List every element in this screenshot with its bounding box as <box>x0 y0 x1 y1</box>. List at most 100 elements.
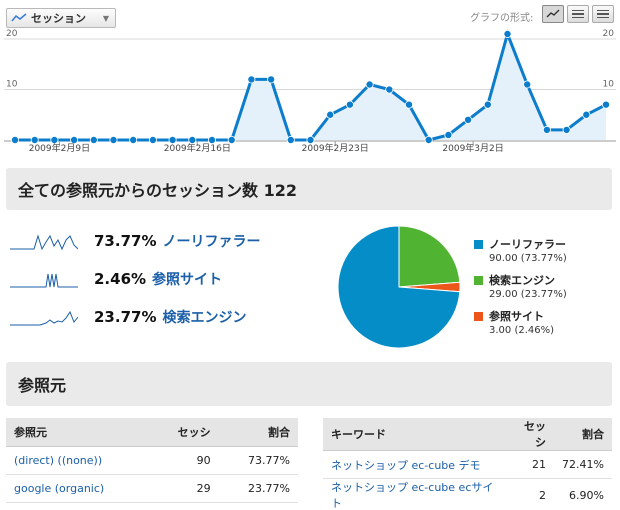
source-link-direct[interactable]: ノーリファラー <box>162 234 261 250</box>
data-point[interactable] <box>424 136 433 145</box>
data-point[interactable] <box>109 136 118 145</box>
y-tick-label: 10 <box>603 80 615 90</box>
line-graph-format-button[interactable] <box>542 5 564 23</box>
legend-label: 検索エンジン <box>489 274 555 287</box>
data-point[interactable] <box>286 136 295 145</box>
graph-format-label: グラフの形式: <box>470 13 534 24</box>
share-cell: 73.77% <box>218 446 298 475</box>
source-link-search[interactable]: 検索エンジン <box>162 310 247 326</box>
legend-label: ノーリファラー <box>489 238 566 251</box>
column-header[interactable]: キーワード <box>323 418 506 451</box>
data-point[interactable] <box>188 136 197 145</box>
data-point[interactable] <box>503 30 512 38</box>
x-tick-label: 2009年3月2日 <box>442 142 503 154</box>
sparkline-search <box>10 310 78 326</box>
sparkline-referral <box>10 273 78 288</box>
legend-swatch <box>474 311 483 321</box>
data-point[interactable] <box>10 136 19 145</box>
column-header[interactable]: 割合 <box>218 418 298 447</box>
source-link-referral[interactable]: 参照サイト <box>152 272 223 288</box>
data-point[interactable] <box>129 136 138 145</box>
column-header[interactable]: セッシ <box>151 418 219 447</box>
table-row: google (organic) 29 23.77% <box>6 474 298 503</box>
referrer-link[interactable]: google (organic) <box>14 481 105 495</box>
referrer-link[interactable]: (direct) ((none)) <box>14 453 103 467</box>
data-point[interactable] <box>582 110 591 119</box>
keyword-link[interactable]: ネットショップ ec-cube ecサイト <box>331 481 494 510</box>
source-pct: 73.77% <box>94 232 157 250</box>
legend-swatch <box>474 275 483 285</box>
column-header[interactable]: 参照元 <box>6 418 152 447</box>
data-point[interactable] <box>30 136 39 145</box>
column-header[interactable]: セッシ <box>505 418 555 451</box>
table-format-button[interactable] <box>567 5 589 23</box>
table-row: ネットショップ ec-cube デモ 21 72.41% <box>323 450 612 479</box>
data-point[interactable] <box>602 100 611 109</box>
data-point[interactable] <box>464 115 473 124</box>
legend-item: 参照サイト 3.00 (2.46%) <box>474 308 567 336</box>
sessions-cell: 2 <box>505 478 555 510</box>
data-point[interactable] <box>365 80 374 89</box>
y-tick-label: 20 <box>603 29 615 39</box>
series-area <box>15 34 606 140</box>
sources-section-title: 参照元 <box>6 362 612 406</box>
share-cell: 6.90% <box>554 478 612 510</box>
x-tick-label: 2009年2月9日 <box>29 142 90 154</box>
x-tick-label: 2009年2月23日 <box>302 142 369 154</box>
data-point[interactable] <box>207 136 216 145</box>
sessions-cell: 21 <box>505 450 555 479</box>
table-icon-line <box>572 9 584 12</box>
data-point[interactable] <box>247 75 256 84</box>
table-header-row: キーワード セッシ 割合 <box>323 418 612 451</box>
data-point[interactable] <box>523 80 532 89</box>
table-row: ネットショップ ec-cube ecサイト 2 6.90% <box>323 478 612 510</box>
data-point[interactable] <box>168 136 177 145</box>
data-point[interactable] <box>148 136 157 145</box>
metric-selector[interactable]: セッション ▼ <box>6 8 116 28</box>
table-header-row: 参照元 セッシ 割合 <box>6 418 298 447</box>
legend-value: 29.00 (23.77%) <box>489 289 567 300</box>
data-point[interactable] <box>483 100 492 109</box>
metric-label: セッション <box>31 12 86 25</box>
list-format-button[interactable] <box>592 5 614 23</box>
data-point[interactable] <box>227 136 236 145</box>
data-point[interactable] <box>404 100 413 109</box>
table-row: (direct) ((none)) 90 73.77% <box>6 446 298 475</box>
data-point[interactable] <box>70 136 79 145</box>
sessions-summary-title: 全ての参照元からのセッション数 122 <box>6 168 612 210</box>
data-point[interactable] <box>50 136 59 145</box>
column-header[interactable]: 割合 <box>554 418 612 451</box>
data-point[interactable] <box>89 136 98 145</box>
keyword-link[interactable]: ネットショップ ec-cube デモ <box>331 458 481 472</box>
legend-swatch <box>474 239 483 249</box>
data-point[interactable] <box>326 110 335 119</box>
data-point[interactable] <box>345 100 354 109</box>
data-point[interactable] <box>385 85 394 94</box>
share-cell: 72.41% <box>554 450 612 479</box>
legend-value: 90.00 (73.77%) <box>489 253 567 264</box>
sparkline-direct <box>10 234 78 251</box>
data-point[interactable] <box>562 125 571 134</box>
source-row-search: 23.77% 検索エンジン <box>10 305 246 329</box>
pie-legend: ノーリファラー 90.00 (73.77%) 検索エンジン 29.00 (23.… <box>474 236 567 344</box>
data-point[interactable] <box>444 130 453 139</box>
pie-slice[interactable] <box>398 225 461 288</box>
source-row-referral: 2.46% 参照サイト <box>10 267 222 291</box>
data-point[interactable] <box>267 75 276 84</box>
source-pct: 2.46% <box>94 270 147 288</box>
source-pie-chart <box>337 225 461 349</box>
data-point[interactable] <box>542 125 551 134</box>
share-cell: 23.77% <box>218 474 298 503</box>
legend-label: 参照サイト <box>489 310 544 323</box>
x-tick-label: 2009年2月16日 <box>164 142 231 154</box>
legend-value: 3.00 (2.46%) <box>489 325 555 336</box>
legend-item: ノーリファラー 90.00 (73.77%) <box>474 236 567 264</box>
chevron-down-icon: ▼ <box>102 13 109 23</box>
pie-slice[interactable] <box>337 225 461 349</box>
list-icon-line <box>597 9 609 12</box>
sessions-line-chart: 20 20 10 10 2009年2月9日 2009年2月16日 2009年2月23日 200… <box>4 29 616 154</box>
y-tick-label: 20 <box>6 29 18 39</box>
source-row-direct: 73.77% ノーリファラー <box>10 229 260 253</box>
data-point[interactable] <box>306 136 315 145</box>
referrer-table: 参照元 セッシ 割合 (direct) ((none)) 90 73.77% g… <box>6 418 298 503</box>
